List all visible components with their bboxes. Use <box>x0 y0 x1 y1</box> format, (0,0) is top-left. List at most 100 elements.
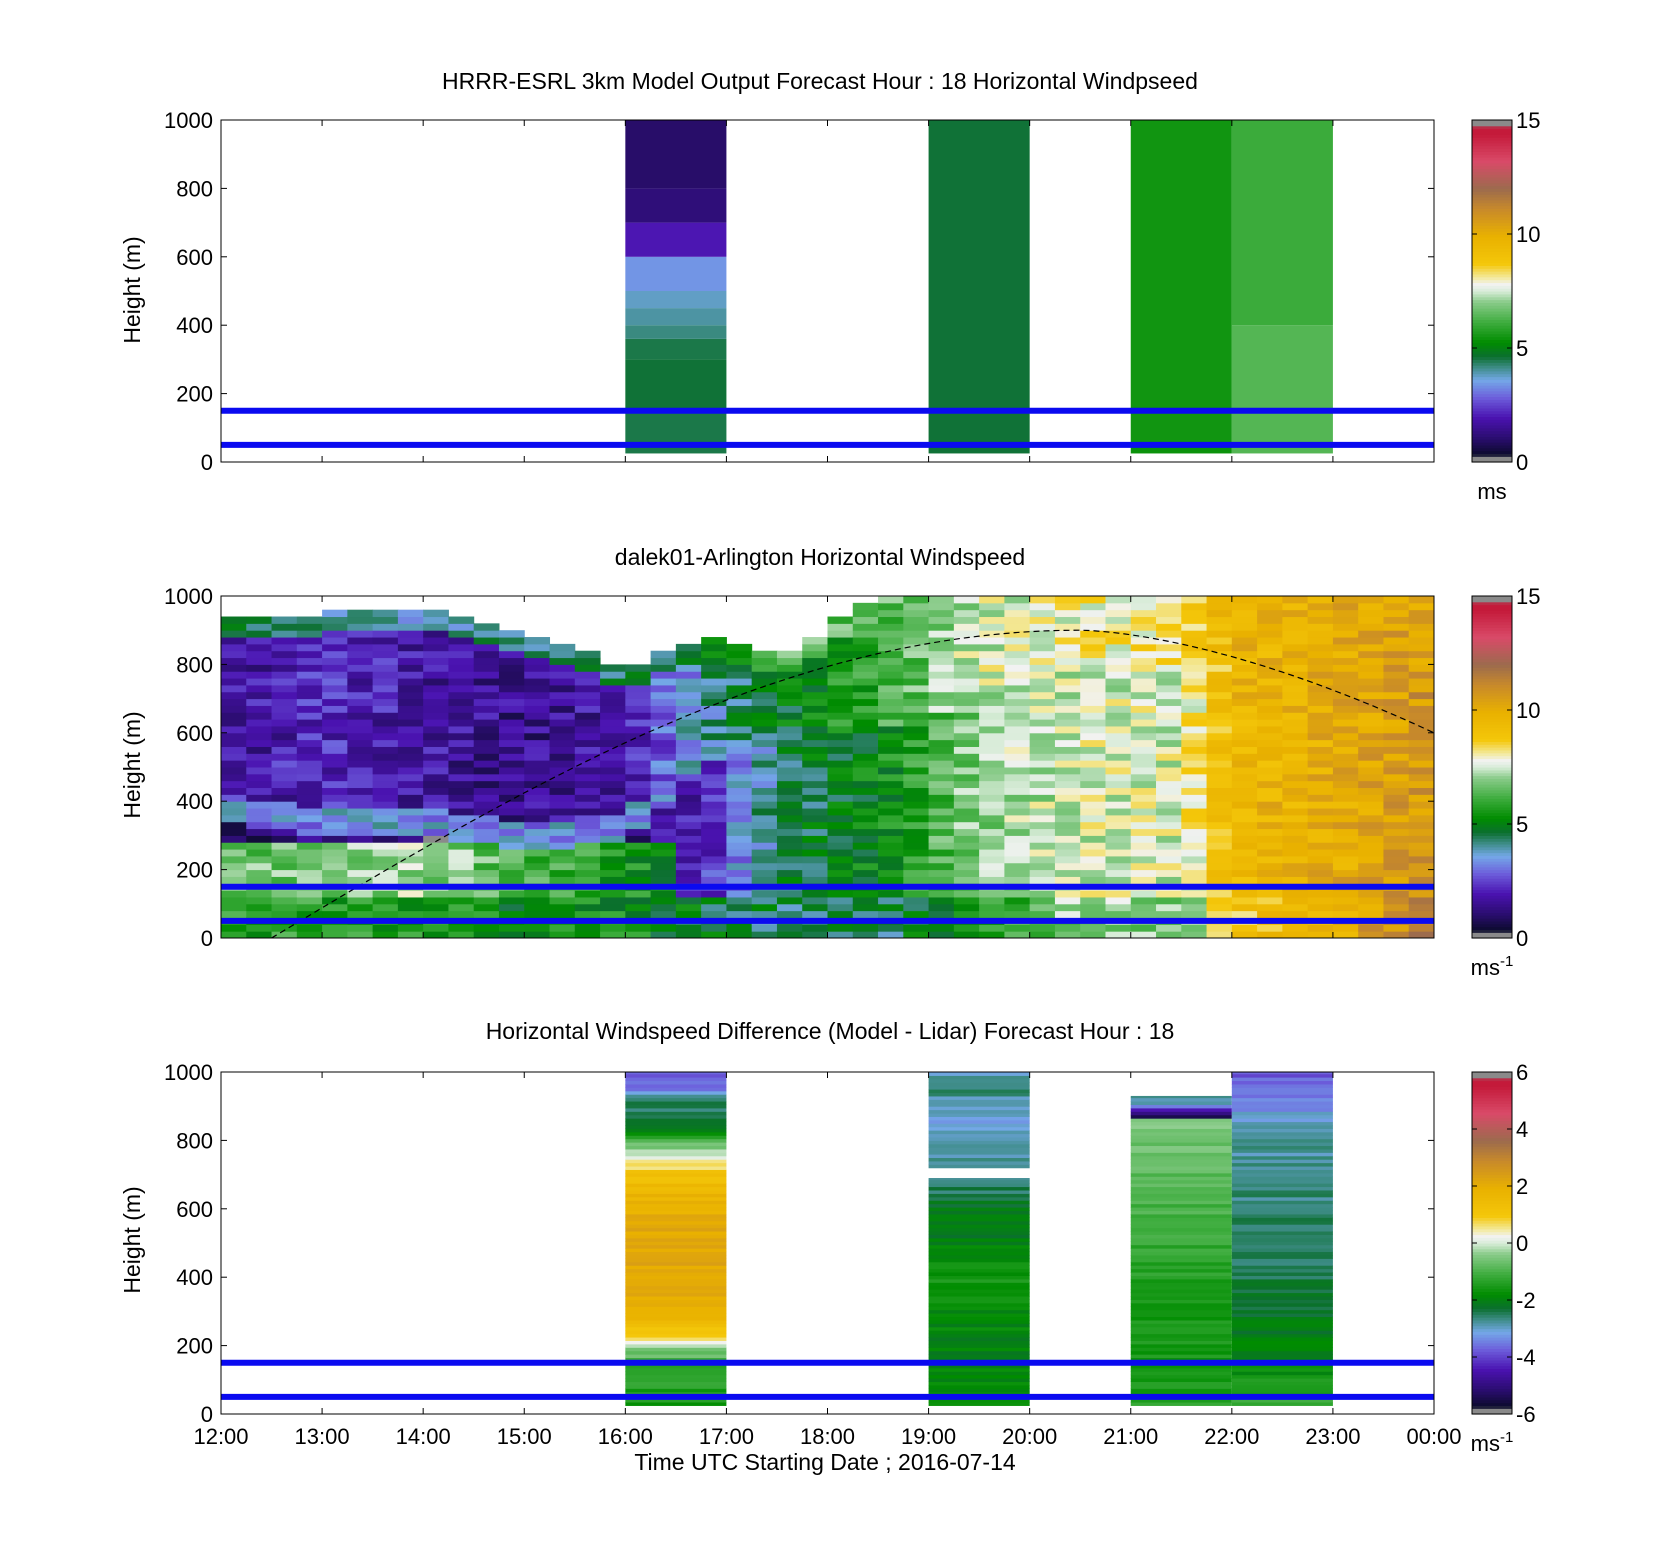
heatmap-cell <box>322 671 348 679</box>
heatmap-cell <box>852 835 879 843</box>
heatmap-cell <box>675 760 702 768</box>
heatmap-cell <box>650 657 677 665</box>
heatmap-cell <box>347 780 374 789</box>
heatmap-cell <box>1054 767 1081 775</box>
heatmap-cell <box>625 890 652 898</box>
heatmap-cell <box>1206 678 1233 686</box>
heatmap-cell <box>852 924 879 932</box>
heatmap-cell <box>271 664 298 672</box>
heatmap-cell <box>397 664 424 672</box>
colorbar-segment <box>1472 1274 1512 1278</box>
heatmap-cell <box>498 862 525 871</box>
heatmap-cell <box>1029 780 1056 789</box>
heatmap-cell <box>1231 1340 1333 1345</box>
heatmap-cell <box>296 719 323 727</box>
heatmap-cell <box>322 821 348 830</box>
heatmap-cell <box>549 828 576 836</box>
heatmap-cell <box>1156 821 1182 830</box>
heatmap-cell <box>726 650 753 659</box>
heatmap-cell <box>1004 596 1031 604</box>
heatmap-cell <box>221 630 247 638</box>
heatmap-cell <box>979 746 1005 754</box>
heatmap-cell <box>1307 767 1334 775</box>
heatmap-cell <box>852 725 879 734</box>
heatmap-cell <box>903 609 930 618</box>
heatmap-cell <box>625 291 727 309</box>
heatmap-cell <box>1307 903 1334 912</box>
heatmap-cell <box>1130 1155 1232 1160</box>
heatmap-cell <box>296 896 323 905</box>
colorbar-segment <box>1472 1285 1512 1290</box>
heatmap-cell <box>1383 808 1410 816</box>
heatmap-cell <box>1383 623 1410 631</box>
heatmap-cell <box>726 760 753 768</box>
heatmap-cell <box>473 794 500 802</box>
heatmap-cell <box>574 842 601 850</box>
heatmap-cell <box>473 732 500 741</box>
heatmap-cell <box>625 1125 727 1129</box>
heatmap-cell <box>1231 801 1258 809</box>
heatmap-cell <box>625 1275 727 1280</box>
heatmap-cell <box>650 794 677 802</box>
colorbar-segment <box>1472 202 1512 207</box>
heatmap-cell <box>271 876 298 884</box>
heatmap-cell <box>397 650 424 659</box>
heatmap-cell <box>726 849 753 857</box>
heatmap-cell <box>903 924 930 932</box>
heatmap-cell <box>600 678 626 686</box>
heatmap-cell <box>1029 671 1056 679</box>
heatmap-cell <box>1105 931 1132 939</box>
heatmap-cell <box>625 835 652 843</box>
heatmap-cell <box>1080 643 1106 652</box>
heatmap-cell <box>221 787 247 795</box>
heatmap-cell <box>878 787 904 795</box>
heatmap-cell <box>221 896 247 905</box>
heatmap-cell <box>979 808 1005 816</box>
heatmap-cell <box>625 760 652 768</box>
heatmap-cell <box>322 862 348 871</box>
heatmap-cell <box>878 910 904 918</box>
heatmap-cell <box>347 732 374 741</box>
heatmap-cell <box>1130 1118 1232 1123</box>
heatmap-cell <box>347 890 374 898</box>
heatmap-cell <box>979 609 1005 618</box>
heatmap-cell <box>625 1227 727 1232</box>
heatmap-cell <box>675 910 702 918</box>
heatmap-cell <box>1408 664 1435 672</box>
heatmap-cell <box>448 808 475 816</box>
heatmap-cell <box>423 773 449 782</box>
heatmap-cell <box>1332 712 1359 720</box>
heatmap-cell <box>1332 643 1359 652</box>
heatmap-cell <box>397 657 424 665</box>
heatmap-cell <box>1181 842 1208 850</box>
heatmap-cell <box>498 725 525 734</box>
heatmap-cell <box>423 739 449 747</box>
heatmap-cell <box>625 1384 727 1389</box>
heatmap-cell <box>1282 678 1309 686</box>
colorbar-segment <box>1472 1257 1512 1261</box>
heatmap-cell <box>1231 1248 1333 1253</box>
colorbar-segment <box>1472 641 1512 646</box>
heatmap-cell <box>423 725 449 734</box>
heatmap-cell <box>1156 773 1182 782</box>
heatmap-cell <box>625 1299 727 1304</box>
heatmap-cell <box>1181 849 1208 857</box>
heatmap-cell <box>271 931 298 939</box>
heatmap-cell <box>347 767 374 775</box>
heatmap-cell <box>675 767 702 775</box>
heatmap-cell <box>953 664 980 672</box>
heatmap-cell <box>1080 773 1106 782</box>
heatmap-cell <box>928 1340 1030 1345</box>
heatmap-cell <box>574 773 601 782</box>
heatmap-cell <box>878 780 904 789</box>
heatmap-cell <box>1408 705 1435 713</box>
heatmap-cell <box>600 931 626 939</box>
heatmap-cell <box>953 746 980 754</box>
heatmap-cell <box>1307 787 1334 795</box>
heatmap-cell <box>625 1278 727 1283</box>
heatmap-cell <box>1358 780 1384 789</box>
heatmap-cell <box>1130 869 1157 877</box>
colorbar-segment <box>1472 128 1512 132</box>
heatmap-cell <box>498 773 525 782</box>
heatmap-cell <box>1383 630 1410 638</box>
